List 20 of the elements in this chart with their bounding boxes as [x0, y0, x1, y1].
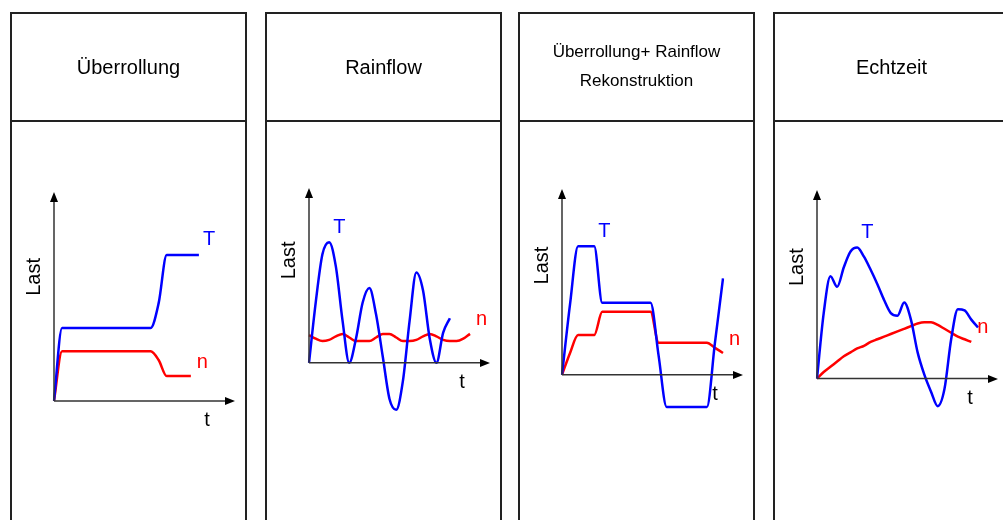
- y-axis-title: Last: [529, 246, 552, 285]
- chart-title: Echtzeit: [855, 55, 928, 80]
- x-axis-title: t: [967, 386, 974, 409]
- x-axis-title: t: [712, 382, 719, 405]
- series-label: n: [476, 307, 488, 330]
- x-axis-title: t: [204, 408, 211, 431]
- series-label: T: [861, 220, 874, 243]
- series-label: T: [202, 227, 216, 250]
- y-axis-title: Last: [784, 247, 807, 287]
- series-label: n: [729, 326, 741, 349]
- chart-title: Überrollung+ Rainflow Rekonstruktion: [552, 41, 721, 92]
- series-label: T: [598, 218, 611, 241]
- series-label: T: [333, 214, 346, 237]
- x-axis-title: t: [459, 370, 466, 393]
- chart-title: Rainflow: [345, 55, 422, 80]
- chart-title: Überrollung: [76, 55, 181, 80]
- series-label: n: [196, 349, 208, 372]
- y-axis-title: Last: [276, 241, 299, 280]
- y-axis-title: Last: [21, 257, 44, 296]
- series-label: n: [977, 315, 989, 338]
